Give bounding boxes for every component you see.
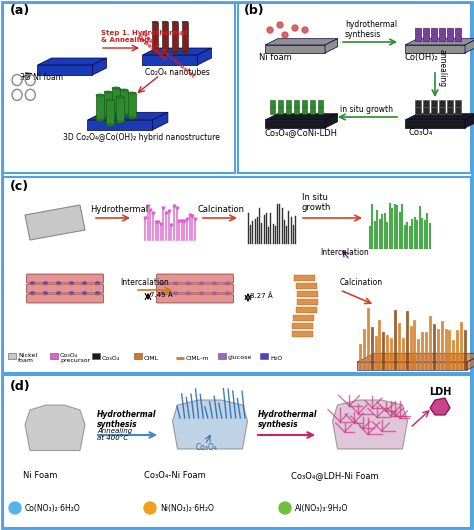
Polygon shape	[465, 114, 474, 128]
Text: glucose: glucose	[228, 356, 252, 360]
Text: Step 2. Galvanostat
Deposition: Step 2. Galvanostat Deposition	[135, 30, 195, 83]
Text: 3D Ni foam: 3D Ni foam	[20, 73, 63, 82]
Text: Annealing
at 400°C: Annealing at 400°C	[97, 428, 132, 441]
Circle shape	[200, 292, 203, 295]
FancyBboxPatch shape	[415, 28, 421, 34]
Text: Step 1. Hydrothermal
& Annealing: Step 1. Hydrothermal & Annealing	[101, 30, 187, 43]
FancyBboxPatch shape	[415, 35, 421, 41]
Polygon shape	[265, 39, 337, 45]
Polygon shape	[357, 354, 474, 362]
Polygon shape	[173, 400, 247, 449]
Circle shape	[82, 292, 86, 295]
FancyBboxPatch shape	[447, 107, 453, 114]
FancyBboxPatch shape	[447, 28, 453, 34]
Polygon shape	[465, 39, 474, 53]
Circle shape	[96, 292, 99, 295]
FancyBboxPatch shape	[318, 100, 323, 107]
Text: Co₃O₄@CoNi-LDH: Co₃O₄@CoNi-LDH	[265, 128, 338, 137]
Circle shape	[200, 282, 203, 285]
Circle shape	[82, 282, 86, 285]
Text: In situ
growth: In situ growth	[302, 192, 331, 212]
Polygon shape	[88, 120, 153, 130]
FancyBboxPatch shape	[439, 107, 445, 114]
Text: Co₃O₄
precursor: Co₃O₄ precursor	[60, 352, 90, 364]
Circle shape	[187, 292, 190, 295]
Circle shape	[70, 292, 73, 295]
FancyBboxPatch shape	[298, 290, 319, 296]
Ellipse shape	[116, 121, 124, 123]
Ellipse shape	[104, 116, 112, 118]
Circle shape	[277, 22, 283, 28]
Text: Co₃O₄: Co₃O₄	[102, 356, 120, 360]
FancyBboxPatch shape	[270, 100, 275, 107]
FancyBboxPatch shape	[3, 375, 471, 528]
Ellipse shape	[104, 91, 112, 93]
Text: hydrothermal
synthesis: hydrothermal synthesis	[345, 20, 397, 39]
Text: Co₃O₄: Co₃O₄	[196, 443, 218, 452]
Text: Hydrothermal
synthesis: Hydrothermal synthesis	[258, 410, 318, 429]
FancyBboxPatch shape	[455, 100, 461, 107]
Polygon shape	[357, 362, 467, 370]
Ellipse shape	[120, 89, 128, 91]
FancyBboxPatch shape	[218, 353, 226, 359]
FancyBboxPatch shape	[297, 298, 318, 305]
Circle shape	[213, 282, 216, 285]
FancyBboxPatch shape	[134, 353, 142, 359]
Circle shape	[213, 292, 216, 295]
Circle shape	[144, 502, 156, 514]
FancyBboxPatch shape	[431, 35, 437, 41]
Polygon shape	[37, 65, 92, 75]
FancyBboxPatch shape	[293, 314, 314, 321]
Polygon shape	[96, 95, 104, 120]
Text: Calcination: Calcination	[340, 278, 383, 287]
Ellipse shape	[112, 112, 120, 114]
FancyBboxPatch shape	[295, 306, 317, 313]
Ellipse shape	[96, 119, 104, 121]
Text: Hydrothermal: Hydrothermal	[90, 205, 148, 214]
Polygon shape	[143, 55, 198, 65]
Polygon shape	[88, 112, 168, 120]
Text: H₂O: H₂O	[270, 356, 282, 360]
Text: Ni foam: Ni foam	[259, 53, 292, 62]
Text: Co₃O₄@LDH-Ni Foam: Co₃O₄@LDH-Ni Foam	[291, 471, 379, 480]
Polygon shape	[162, 22, 168, 52]
Ellipse shape	[172, 51, 178, 53]
Polygon shape	[182, 22, 188, 52]
FancyBboxPatch shape	[92, 353, 100, 359]
Ellipse shape	[162, 21, 168, 23]
Circle shape	[226, 292, 229, 295]
FancyBboxPatch shape	[318, 107, 323, 114]
FancyBboxPatch shape	[156, 274, 234, 283]
Polygon shape	[405, 114, 474, 120]
Text: (c): (c)	[10, 180, 29, 193]
FancyBboxPatch shape	[431, 28, 437, 34]
Ellipse shape	[172, 21, 178, 23]
FancyBboxPatch shape	[238, 3, 471, 173]
Polygon shape	[25, 405, 85, 450]
Circle shape	[44, 292, 47, 295]
FancyBboxPatch shape	[27, 274, 103, 283]
Polygon shape	[92, 58, 107, 75]
Polygon shape	[405, 45, 465, 53]
FancyBboxPatch shape	[302, 107, 307, 114]
FancyBboxPatch shape	[8, 353, 16, 359]
Text: annealing: annealing	[438, 49, 447, 87]
FancyBboxPatch shape	[423, 35, 429, 41]
Text: CIML-m: CIML-m	[186, 356, 210, 360]
Polygon shape	[172, 22, 178, 52]
FancyBboxPatch shape	[423, 107, 429, 114]
FancyBboxPatch shape	[286, 100, 291, 107]
Ellipse shape	[120, 114, 128, 116]
Ellipse shape	[128, 117, 136, 119]
Circle shape	[96, 282, 99, 285]
Text: (d): (d)	[10, 380, 31, 393]
Text: Co(OH)₂: Co(OH)₂	[404, 53, 438, 62]
Ellipse shape	[162, 51, 168, 53]
FancyBboxPatch shape	[260, 353, 268, 359]
FancyBboxPatch shape	[439, 100, 445, 107]
FancyBboxPatch shape	[278, 100, 283, 107]
Circle shape	[279, 502, 291, 514]
Polygon shape	[467, 354, 474, 370]
FancyBboxPatch shape	[431, 107, 437, 114]
